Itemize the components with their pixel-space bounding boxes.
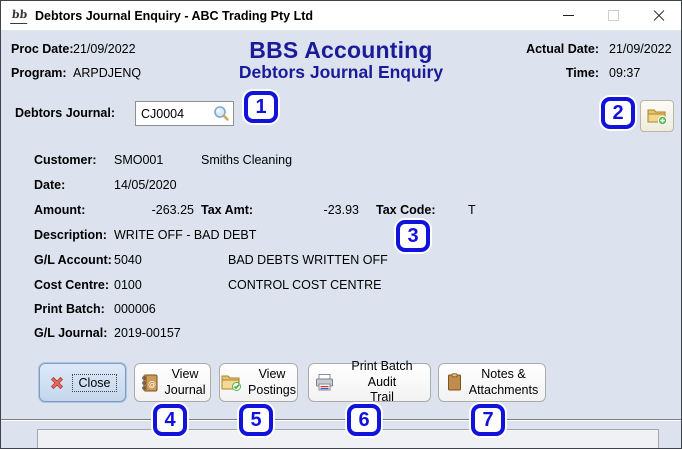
view-postings-line2: Postings bbox=[248, 382, 296, 397]
title-bar: bb Debtors Journal Enquiry - ABC Trading… bbox=[1, 1, 681, 31]
time-value: 09:37 bbox=[609, 66, 641, 80]
actual-date-value: 21/09/2022 bbox=[609, 42, 672, 56]
debtors-journal-label: Debtors Journal: bbox=[15, 106, 116, 120]
actual-date-label: Actual Date: bbox=[526, 42, 599, 56]
customer-name: Smiths Cleaning bbox=[201, 153, 293, 167]
app-title: BBS Accounting bbox=[249, 37, 433, 63]
proc-date-value: 21/09/2022 bbox=[73, 42, 136, 56]
proc-date-label: Proc Date: bbox=[11, 42, 74, 56]
program-label: Program: bbox=[11, 66, 67, 80]
view-postings-label: View Postings bbox=[248, 367, 296, 398]
gl-journal-value: 2019-00157 bbox=[114, 326, 181, 340]
callout-6: 6 bbox=[347, 404, 381, 436]
customer-value: SMO001 bbox=[114, 153, 164, 167]
maximize-icon bbox=[608, 10, 619, 21]
search-icon[interactable] bbox=[213, 105, 230, 122]
screen-title: Debtors Journal Enquiry bbox=[238, 62, 444, 82]
callout-1: 1 bbox=[244, 91, 278, 123]
print-batch-value: 000006 bbox=[114, 302, 156, 316]
tax-amt-label: Tax Amt: bbox=[201, 203, 254, 217]
tax-amt-value: -23.93 bbox=[323, 203, 359, 217]
journal-book-icon: @ bbox=[140, 373, 159, 393]
notes-attachments-line1: Notes & bbox=[481, 366, 526, 381]
gl-account-desc: BAD DEBTS WRITTEN OFF bbox=[228, 253, 388, 267]
view-journal-label: View Journal bbox=[165, 367, 206, 398]
view-postings-line1: View bbox=[258, 366, 286, 381]
callout-3: 3 bbox=[396, 220, 430, 252]
close-window-button[interactable] bbox=[636, 1, 681, 30]
notes-attachments-line2: Attachments bbox=[468, 382, 539, 397]
folder-add-icon bbox=[646, 106, 668, 126]
cost-centre-desc: CONTROL COST CENTRE bbox=[228, 278, 382, 292]
svg-text:@: @ bbox=[148, 379, 156, 388]
separator-line bbox=[1, 419, 681, 421]
tax-code-value: T bbox=[468, 203, 476, 217]
gl-account-value: 5040 bbox=[114, 253, 142, 267]
close-icon bbox=[653, 10, 665, 22]
attachments-quick-button[interactable] bbox=[640, 100, 674, 132]
close-button-label: Close bbox=[71, 373, 118, 392]
print-batch-label: Print Batch: bbox=[34, 302, 105, 316]
gl-account-label: G/L Account: bbox=[34, 253, 112, 267]
callout-2: 2 bbox=[601, 97, 635, 129]
tax-code-label: Tax Code: bbox=[376, 203, 436, 217]
program-value: ARPDJENQ bbox=[73, 66, 142, 80]
time-label: Time: bbox=[565, 66, 599, 80]
print-batch-audit-line1: Print Batch Audit bbox=[351, 359, 413, 389]
notes-clipboard-icon bbox=[446, 373, 463, 392]
close-button[interactable]: Close bbox=[39, 363, 126, 402]
print-batch-audit-trail-label: Print Batch Audit Trail bbox=[340, 359, 424, 406]
printer-icon bbox=[315, 373, 334, 392]
view-journal-line2: Journal bbox=[164, 382, 206, 397]
date-value: 14/05/2020 bbox=[114, 178, 177, 192]
amount-label: Amount: bbox=[34, 203, 86, 217]
date-label: Date: bbox=[34, 178, 66, 192]
notes-attachments-button[interactable]: Notes & Attachments bbox=[438, 363, 546, 402]
close-x-icon bbox=[48, 374, 66, 392]
view-postings-button[interactable]: View Postings bbox=[219, 363, 298, 402]
callout-7: 7 bbox=[471, 404, 505, 436]
view-journal-button[interactable]: @ View Journal bbox=[134, 363, 211, 402]
callout-5: 5 bbox=[239, 404, 273, 436]
amount-value: -263.25 bbox=[151, 203, 194, 217]
description-label: Description: bbox=[34, 228, 107, 242]
window-controls bbox=[546, 1, 681, 30]
window-title: Debtors Journal Enquiry - ABC Trading Pt… bbox=[35, 8, 314, 23]
view-journal-line1: View bbox=[171, 366, 199, 381]
print-batch-audit-line2: Trail bbox=[370, 390, 394, 405]
notes-attachments-label: Notes & Attachments bbox=[469, 367, 538, 398]
cost-centre-label: Cost Centre: bbox=[34, 278, 110, 292]
maximize-button[interactable] bbox=[591, 1, 636, 30]
callout-4: 4 bbox=[153, 404, 187, 436]
description-value: WRITE OFF - BAD DEBT bbox=[114, 228, 257, 242]
minimize-button[interactable] bbox=[546, 1, 591, 30]
app-icon: bb bbox=[10, 7, 29, 24]
gl-journal-label: G/L Journal: bbox=[34, 326, 108, 340]
minimize-icon bbox=[563, 15, 574, 16]
print-batch-audit-trail-button[interactable]: Print Batch Audit Trail bbox=[308, 359, 431, 404]
folder-check-icon bbox=[221, 373, 242, 392]
customer-label: Customer: bbox=[34, 153, 97, 167]
cost-centre-value: 0100 bbox=[114, 278, 142, 292]
